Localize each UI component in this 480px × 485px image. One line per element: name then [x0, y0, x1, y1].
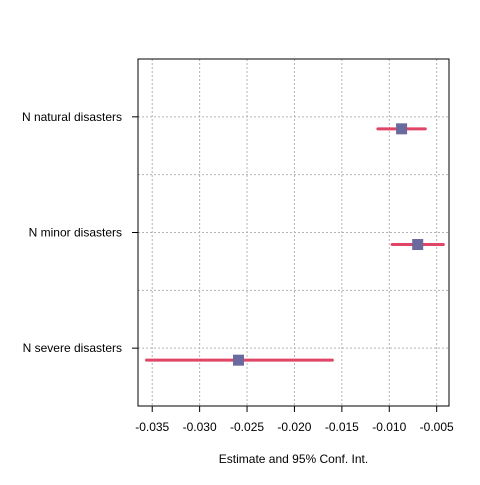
x-tick-label: -0.035: [135, 420, 169, 434]
grid-lines: [138, 59, 449, 406]
estimate-points: [233, 123, 424, 366]
estimate-point: [396, 123, 408, 135]
y-category-label: N minor disasters: [29, 226, 122, 240]
x-axis: -0.035 -0.030 -0.025 -0.020 -0.015 -0.010 -0.0…: [135, 406, 454, 434]
x-tick-label: -0.005: [420, 420, 454, 434]
x-tick-label: -0.025: [230, 420, 264, 434]
x-axis-label: Estimate and 95% Conf. Int.: [219, 452, 368, 466]
estimate-point: [233, 354, 245, 366]
estimate-point: [412, 239, 424, 250]
y-axis: N natural disasters N minor disasters N se…: [22, 110, 138, 355]
x-tick-label: -0.015: [325, 420, 359, 434]
x-tick-label: -0.020: [277, 420, 311, 434]
y-category-label: N severe disasters: [23, 341, 122, 355]
x-tick-label: -0.010: [372, 420, 406, 434]
x-tick-label: -0.030: [183, 420, 217, 434]
y-category-label: N natural disasters: [22, 110, 122, 124]
